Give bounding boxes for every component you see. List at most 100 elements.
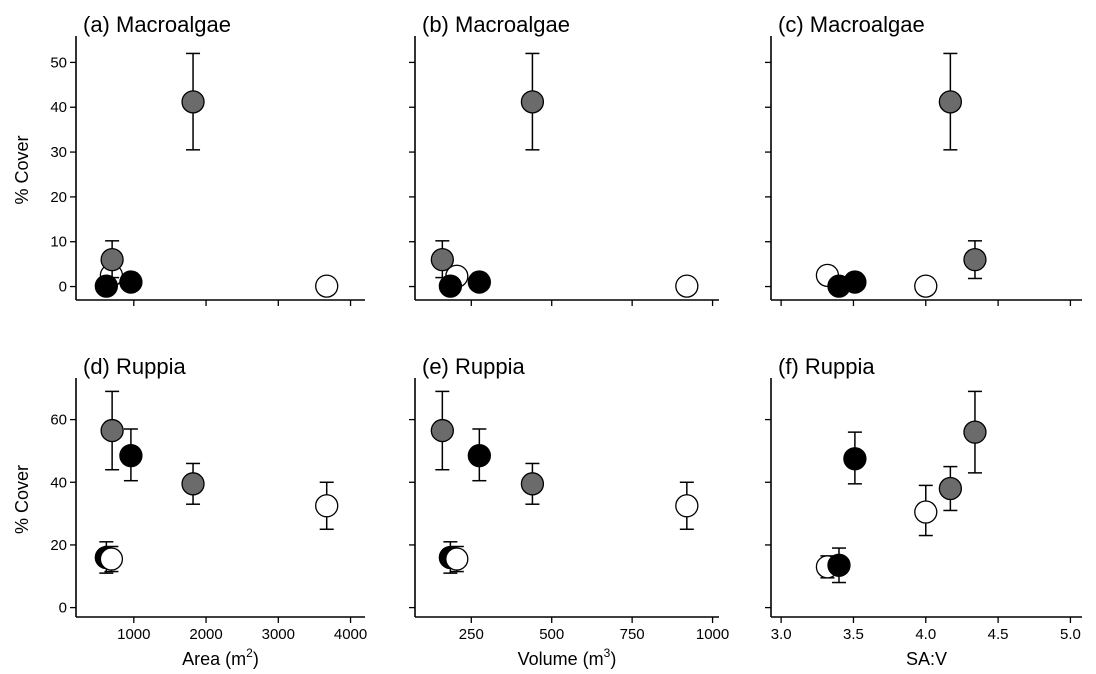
x-tick-label: 4.5 xyxy=(988,626,1009,643)
data-point xyxy=(467,270,491,294)
y-tick-label: 20 xyxy=(50,189,67,206)
data-point xyxy=(963,240,987,280)
point-marker-black xyxy=(827,553,851,577)
x-tick-label: 4.0 xyxy=(915,626,936,643)
y-tick-label: 20 xyxy=(50,537,67,554)
data-point xyxy=(100,390,124,471)
y-tick-label: 60 xyxy=(50,412,67,429)
data-point xyxy=(438,274,463,298)
x-tick-label: 5.0 xyxy=(1060,626,1081,643)
point-marker-white xyxy=(315,494,339,518)
data-point xyxy=(181,52,205,151)
x-axis-title-close: ) xyxy=(610,649,616,669)
point-marker-black xyxy=(94,274,118,298)
x-axis-title-sup: 2 xyxy=(246,646,253,660)
panel-title: (e) Ruppia xyxy=(422,354,525,379)
point-marker-black xyxy=(119,270,143,294)
data-point xyxy=(914,274,938,298)
data-point xyxy=(119,270,143,294)
data-point xyxy=(963,390,987,474)
panel-title: (f) Ruppia xyxy=(778,354,875,379)
x-tick-label: 500 xyxy=(539,626,564,643)
data-point xyxy=(315,274,339,298)
y-tick-label: 10 xyxy=(50,234,67,251)
y-tick-label: 40 xyxy=(50,99,67,116)
data-point xyxy=(520,52,545,151)
point-marker-gray xyxy=(430,248,454,272)
x-axis-title-main: Area (m xyxy=(182,649,246,669)
panel-title: (c) Macroalgae xyxy=(778,12,925,37)
y-axis-title: % Cover xyxy=(12,135,32,204)
point-marker-gray xyxy=(938,476,963,501)
x-axis-title-close: ) xyxy=(253,649,259,669)
data-point xyxy=(675,481,699,531)
panel-f: (f) Ruppia 3.0 3.5 4.0 4.5 5.0 SA:V xyxy=(765,354,1082,669)
point-marker-black xyxy=(438,274,463,298)
y-tick-label: 30 xyxy=(50,144,67,161)
x-tick-label: 750 xyxy=(620,626,645,643)
point-marker-black xyxy=(843,270,867,294)
data-point xyxy=(99,545,124,573)
point-marker-gray xyxy=(100,248,124,272)
point-marker-white xyxy=(675,494,699,518)
point-marker-gray xyxy=(520,472,545,496)
x-tick-label: 250 xyxy=(459,626,484,643)
x-tick-label: 3.0 xyxy=(771,626,792,643)
panel-title: (a) Macroalgae xyxy=(83,12,231,37)
point-marker-gray xyxy=(938,90,963,114)
panel-title: (b) Macroalgae xyxy=(422,12,570,37)
x-tick-label: 1000 xyxy=(696,626,729,643)
panel-a: (a) Macroalgae 0 10 20 30 40 50 % Cover xyxy=(12,12,365,306)
x-tick-label: 3.5 xyxy=(843,626,864,643)
panel-title: (d) Ruppia xyxy=(83,354,186,379)
panel-e: (e) Ruppia 250 500 750 1000 Volume (m3) xyxy=(409,354,729,669)
point-marker-gray xyxy=(181,90,205,114)
data-point xyxy=(445,545,469,573)
data-point xyxy=(520,462,545,505)
y-axis-title: % Cover xyxy=(12,465,32,534)
data-point xyxy=(315,481,339,531)
point-marker-gray xyxy=(100,418,124,443)
x-axis-title: Area (m2) xyxy=(182,646,259,669)
point-marker-white xyxy=(99,547,124,571)
data-point xyxy=(843,431,867,485)
x-tick-label: 4000 xyxy=(334,626,367,643)
point-marker-gray xyxy=(430,418,454,443)
x-axis-title-main: SA:V xyxy=(906,649,947,669)
point-marker-gray xyxy=(520,90,545,114)
point-marker-black xyxy=(467,270,491,294)
point-marker-white xyxy=(914,274,938,298)
point-marker-gray xyxy=(963,420,987,444)
point-marker-black xyxy=(119,443,143,468)
x-tick-label: 2000 xyxy=(189,626,222,643)
point-marker-white xyxy=(914,500,938,524)
x-tick-label: 1000 xyxy=(117,626,150,643)
point-marker-gray xyxy=(181,472,205,496)
y-tick-label: 50 xyxy=(50,54,67,71)
data-point xyxy=(938,52,963,151)
point-marker-gray xyxy=(963,248,987,272)
point-marker-black xyxy=(843,447,867,471)
data-point xyxy=(938,465,963,512)
y-tick-label: 0 xyxy=(59,600,67,617)
data-point xyxy=(843,270,867,294)
point-marker-white xyxy=(675,274,699,298)
data-point xyxy=(467,428,491,482)
x-axis-title-sup: 3 xyxy=(604,646,611,660)
x-tick-label: 3000 xyxy=(262,626,295,643)
data-point xyxy=(675,274,699,298)
data-point xyxy=(827,547,851,584)
data-point xyxy=(914,484,938,537)
panel-c: (c) Macroalgae xyxy=(765,12,1082,306)
x-axis-title-main: Volume (m xyxy=(518,649,604,669)
point-marker-black xyxy=(467,443,491,468)
data-point xyxy=(119,428,143,482)
x-axis-title: Volume (m3) xyxy=(518,646,617,669)
data-point xyxy=(430,390,454,471)
panel-b: (b) Macroalgae xyxy=(409,12,719,306)
data-point xyxy=(94,274,118,298)
point-marker-white xyxy=(315,274,339,298)
x-axis-title: SA:V xyxy=(906,649,947,669)
y-tick-label: 40 xyxy=(50,474,67,491)
